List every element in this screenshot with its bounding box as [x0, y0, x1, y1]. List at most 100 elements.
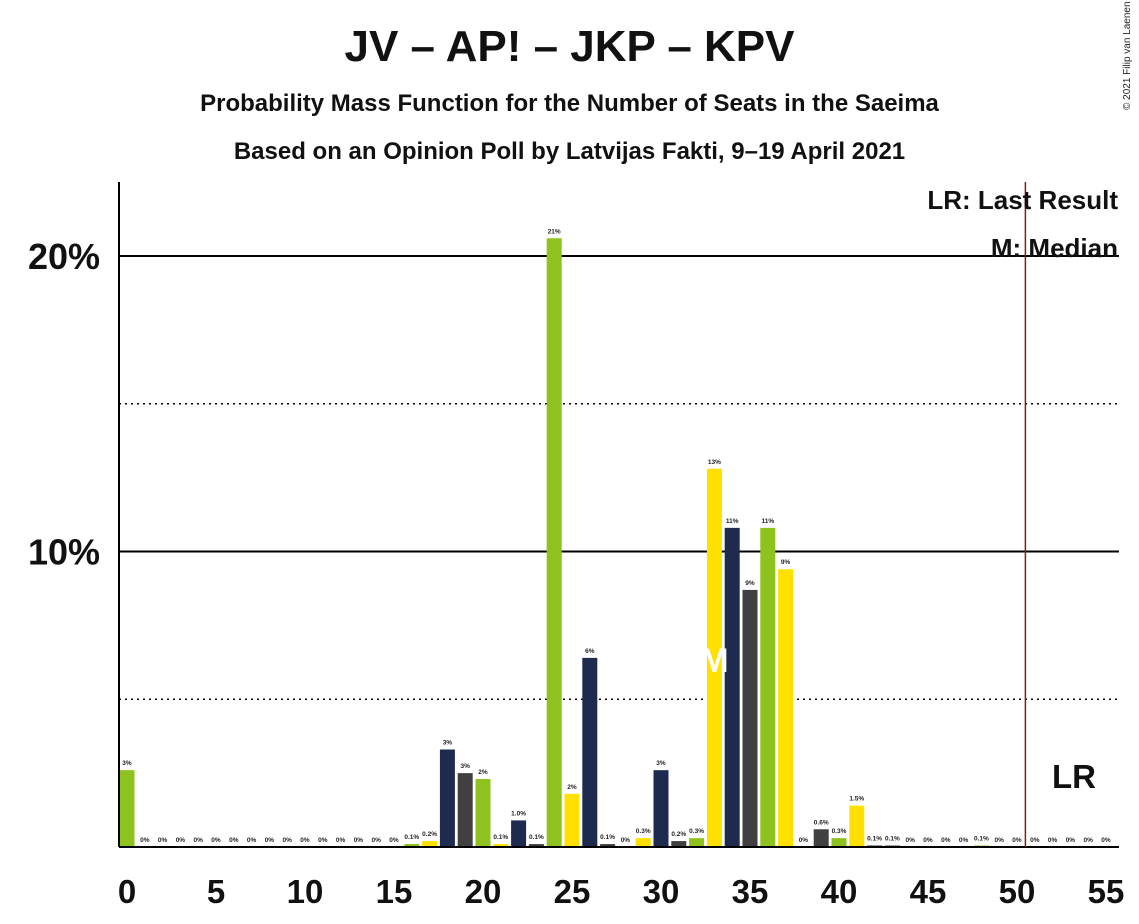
bar-label-seats-25: 2% — [567, 784, 577, 791]
bar-seats-19 — [457, 773, 473, 847]
median-marker: M — [700, 642, 728, 680]
bar-label-seats-11: 0% — [318, 837, 328, 844]
bar-label-seats-17: 0.2% — [422, 831, 437, 838]
bar-label-seats-54: 0% — [1083, 837, 1093, 844]
bar-seats-23 — [528, 844, 544, 847]
bar-seats-36 — [760, 527, 776, 847]
x-tick-label: 30 — [643, 873, 680, 910]
bar-label-seats-21: 0.1% — [493, 834, 508, 841]
x-tick-label: 45 — [910, 873, 947, 910]
bar-label-seats-9: 0% — [282, 837, 292, 844]
bar-seats-30 — [653, 770, 669, 847]
bar-seats-24 — [546, 238, 562, 847]
bar-label-seats-19: 3% — [460, 763, 470, 770]
bar-seats-17 — [422, 841, 438, 847]
bar-label-seats-39: 0.6% — [814, 819, 829, 826]
bar-label-seats-4: 0% — [193, 837, 203, 844]
bar-label-seats-44: 0% — [905, 837, 915, 844]
bar-label-seats-37: 9% — [781, 559, 791, 566]
bar-label-seats-52: 0% — [1048, 837, 1058, 844]
bar-label-seats-30: 3% — [656, 760, 666, 767]
x-tick-label: 55 — [1088, 873, 1125, 910]
bar-label-seats-43: 0.1% — [885, 836, 900, 843]
bar-seats-16 — [404, 844, 420, 847]
x-tick-label: 35 — [732, 873, 769, 910]
x-tick-label: 0 — [118, 873, 136, 910]
bar-label-seats-47: 0% — [959, 837, 969, 844]
bar-label-seats-28: 0% — [621, 837, 631, 844]
bar-seats-22 — [511, 820, 527, 847]
x-tick-label: 50 — [999, 873, 1036, 910]
bar-seats-31 — [671, 841, 687, 847]
bar-label-seats-40: 0.3% — [832, 828, 847, 835]
bar-label-seats-49: 0% — [994, 837, 1004, 844]
chart-title: JV – AP! – JKP – KPV — [344, 22, 795, 71]
bar-seats-34 — [724, 527, 740, 847]
bar-seats-18 — [439, 749, 455, 847]
bar-label-seats-1: 0% — [140, 837, 150, 844]
x-tick-label: 25 — [554, 873, 591, 910]
bar-label-seats-31: 0.2% — [671, 831, 686, 838]
bar-label-seats-15: 0% — [389, 837, 399, 844]
y-tick-label: 20% — [28, 236, 100, 277]
y-tick-label: 10% — [28, 532, 100, 573]
bar-label-seats-26: 6% — [585, 648, 595, 655]
bar-label-seats-23: 0.1% — [529, 834, 544, 841]
chart-subtitle: Probability Mass Function for the Number… — [200, 90, 939, 117]
x-tick-label: 40 — [821, 873, 858, 910]
bar-label-seats-53: 0% — [1066, 837, 1076, 844]
x-tick-label: 5 — [207, 873, 225, 910]
chart-subtitle-poll: Based on an Opinion Poll by Latvijas Fak… — [233, 138, 906, 165]
bar-label-seats-7: 0% — [247, 837, 257, 844]
bar-label-seats-27: 0.1% — [600, 834, 615, 841]
bar-label-seats-8: 0% — [265, 837, 275, 844]
bar-label-seats-50: 0% — [1012, 837, 1022, 844]
bar-label-seats-14: 0% — [371, 837, 381, 844]
bar-label-seats-32: 0.3% — [689, 828, 704, 835]
bar-label-seats-46: 0% — [941, 837, 951, 844]
bar-label-seats-3: 0% — [176, 837, 186, 844]
bar-seats-26 — [582, 657, 598, 847]
bar-label-seats-10: 0% — [300, 837, 310, 844]
legend-last-result: LR: Last Result — [927, 185, 1118, 215]
bar-label-seats-45: 0% — [923, 837, 933, 844]
bar-label-seats-51: 0% — [1030, 837, 1040, 844]
x-tick-label: 15 — [376, 873, 413, 910]
legend-median: M: Median — [991, 233, 1118, 263]
bar-label-seats-48: 0.1% — [974, 836, 989, 843]
x-tick-label: 10 — [287, 873, 324, 910]
bar-label-seats-36: 11% — [761, 518, 774, 525]
bar-label-seats-18: 3% — [443, 739, 453, 746]
bar-label-seats-0: 3% — [122, 760, 132, 767]
bar-label-seats-6: 0% — [229, 837, 239, 844]
bar-seats-21 — [493, 844, 509, 847]
bar-seats-29 — [635, 838, 651, 847]
bar-label-seats-2: 0% — [158, 837, 168, 844]
bar-label-seats-33: 13% — [708, 459, 721, 466]
bar-label-seats-24: 21% — [548, 228, 561, 235]
bar-seats-0 — [119, 770, 135, 847]
bar-seats-41 — [849, 805, 865, 847]
bar-label-seats-35: 9% — [745, 580, 755, 587]
bar-seats-35 — [742, 589, 758, 847]
bar-seats-20 — [475, 779, 491, 847]
last-result-label: LR — [1052, 758, 1096, 795]
bar-label-seats-12: 0% — [336, 837, 346, 844]
bar-label-seats-38: 0% — [799, 837, 809, 844]
bar-label-seats-13: 0% — [354, 837, 364, 844]
bar-label-seats-41: 1.5% — [849, 796, 864, 803]
bar-label-seats-20: 2% — [478, 769, 488, 776]
bar-label-seats-55: 0% — [1101, 837, 1111, 844]
bar-label-seats-34: 11% — [726, 518, 739, 525]
bar-label-seats-42: 0.1% — [867, 836, 882, 843]
bar-label-seats-16: 0.1% — [404, 834, 419, 841]
bar-seats-27 — [600, 844, 616, 847]
bar-label-seats-29: 0.3% — [636, 828, 651, 835]
bar-seats-32 — [689, 838, 705, 847]
bar-label-seats-22: 1.0% — [511, 810, 526, 817]
bar-label-seats-5: 0% — [211, 837, 221, 844]
bar-seats-37 — [778, 569, 794, 847]
bar-seats-39 — [813, 829, 829, 847]
bar-seats-33 — [706, 468, 722, 847]
